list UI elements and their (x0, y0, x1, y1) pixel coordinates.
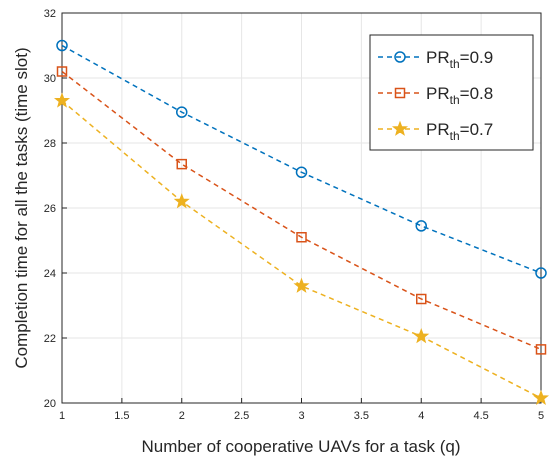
marker (394, 51, 406, 63)
marker (416, 293, 427, 305)
marker (394, 87, 406, 99)
y-tick-label: 22 (44, 333, 56, 345)
y-axis-label: Completion time for all the tasks (time … (12, 47, 31, 368)
marker (56, 66, 68, 77)
legend-label: PRth=0.8 (426, 84, 493, 107)
marker (173, 193, 190, 209)
marker (176, 106, 188, 118)
marker (176, 158, 187, 170)
marker (295, 166, 308, 178)
axes-box (61, 12, 542, 404)
x-tick-label: 4 (418, 410, 424, 422)
marker (293, 277, 310, 293)
x-tick-label: 1.5 (114, 410, 129, 422)
legend-label: PRth=0.9 (426, 48, 493, 71)
series-line (61, 70, 542, 351)
marker (415, 220, 427, 232)
x-tick-label: 2 (179, 410, 185, 422)
marker (296, 232, 307, 243)
legend-label: PRth=0.7 (426, 120, 493, 143)
marker (535, 344, 547, 355)
marker (56, 39, 68, 52)
x-tick-label: 3 (298, 410, 304, 422)
x-tick-label: 3.5 (354, 410, 369, 422)
x-tick-label: 1 (59, 410, 65, 422)
y-tick-label: 24 (44, 268, 56, 280)
y-tick-label: 26 (44, 203, 56, 215)
marker (413, 327, 430, 344)
x-tick-label: 2.5 (234, 410, 249, 422)
x-tick-label: 5 (538, 410, 544, 422)
marker (53, 92, 71, 108)
y-tick-label: 30 (44, 73, 56, 85)
y-tick-label: 32 (44, 8, 56, 20)
series-line (61, 100, 542, 399)
series-line (61, 44, 542, 274)
x-axis-label: Number of cooperative UAVs for a task (q… (141, 437, 460, 456)
y-tick-label: 28 (44, 138, 56, 150)
marker (391, 120, 409, 136)
marker (535, 267, 547, 279)
y-tick-label: 20 (44, 398, 56, 410)
marker (532, 389, 550, 405)
x-tick-label: 4.5 (473, 410, 488, 422)
